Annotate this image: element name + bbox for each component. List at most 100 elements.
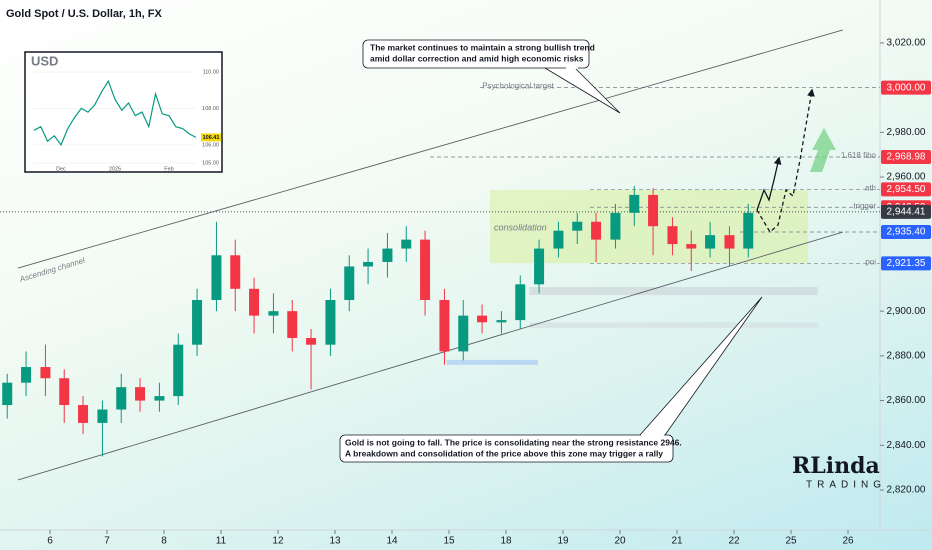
candle-body bbox=[192, 299, 203, 345]
x-tick-label: 22 bbox=[728, 536, 740, 547]
candle-body bbox=[534, 248, 545, 285]
channel-label: Ascending channel bbox=[18, 256, 87, 284]
candle-body bbox=[401, 239, 412, 249]
price-tag bbox=[881, 225, 931, 240]
zone bbox=[446, 359, 538, 365]
x-tick-label: 14 bbox=[386, 536, 398, 547]
candle-body bbox=[40, 367, 51, 379]
price-tag-label: 2,954.50 bbox=[887, 184, 926, 195]
callout-pointer bbox=[544, 67, 621, 114]
candle-body bbox=[648, 194, 659, 227]
x-tick-label: 26 bbox=[842, 536, 854, 547]
inset-y-tick-label: 110.00 bbox=[203, 69, 219, 75]
chart-title: Gold Spot / U.S. Dollar, 1h, FX bbox=[6, 8, 163, 20]
x-tick-label: 13 bbox=[329, 536, 341, 547]
price-tag bbox=[881, 80, 931, 95]
candle-body bbox=[211, 255, 222, 300]
price-tag-label: 3,000.00 bbox=[887, 82, 926, 93]
candle-body bbox=[154, 396, 165, 401]
candle-body bbox=[496, 320, 507, 323]
callout-join bbox=[566, 67, 578, 69]
callout-pointer bbox=[639, 296, 763, 436]
price-tag-label: 2,935.40 bbox=[887, 227, 926, 238]
logo-subtext: TRADING bbox=[806, 480, 886, 491]
channel-line bbox=[17, 29, 844, 269]
callout-text: The market continues to maintain a stron… bbox=[370, 42, 595, 52]
candle-body bbox=[553, 230, 564, 249]
candle-body bbox=[59, 378, 70, 406]
inset-x-tick-label: Dec bbox=[56, 166, 66, 172]
candle-body bbox=[287, 311, 298, 338]
x-tick-label: 15 bbox=[443, 536, 455, 547]
candle-body bbox=[610, 212, 621, 240]
callout-box bbox=[339, 434, 674, 463]
candle-body bbox=[572, 221, 583, 231]
candle-body bbox=[705, 235, 716, 249]
candle-body bbox=[249, 288, 260, 316]
level-note: 1.618 fibo bbox=[841, 151, 877, 160]
y-tick-label: 2,820.00 bbox=[887, 485, 926, 496]
price-tag bbox=[881, 204, 931, 219]
inset-last-tag bbox=[201, 133, 221, 142]
callout-text: Gold is not going to fall. The price is … bbox=[345, 437, 682, 447]
x-tick-label: 11 bbox=[216, 536, 227, 547]
x-tick-label: 8 bbox=[161, 536, 167, 547]
candle-body bbox=[591, 221, 602, 240]
candle-body bbox=[382, 248, 393, 262]
candle-body bbox=[135, 387, 146, 401]
logo-text: RLinda bbox=[792, 453, 880, 479]
x-tick-label: 21 bbox=[671, 536, 683, 547]
candle-body bbox=[515, 284, 526, 321]
inset-x-tick-label: 2025 bbox=[109, 166, 121, 172]
inset-title: USD bbox=[31, 53, 58, 68]
inset-y-tick-label: 105.00 bbox=[202, 161, 219, 167]
price-tag bbox=[881, 149, 931, 164]
callout-text: A breakdown and consolidation of the pri… bbox=[345, 448, 663, 458]
x-tick-label: 20 bbox=[614, 536, 626, 547]
callout-join bbox=[641, 434, 664, 436]
zone bbox=[529, 322, 818, 328]
y-tick-label: 2,860.00 bbox=[887, 395, 926, 406]
x-tick-label: 12 bbox=[272, 536, 284, 547]
candle-body bbox=[629, 194, 640, 213]
price-tag-label: 2,944.41 bbox=[887, 207, 926, 218]
candle-body bbox=[306, 337, 317, 345]
inset-x-tick-label: Feb bbox=[164, 166, 173, 172]
x-tick-label: 19 bbox=[557, 536, 569, 547]
candle-body bbox=[230, 255, 241, 289]
candle-body bbox=[116, 387, 127, 410]
candle-body bbox=[667, 226, 678, 245]
candle-body bbox=[363, 261, 374, 267]
y-tick-label: 2,900.00 bbox=[887, 306, 926, 317]
candle-body bbox=[173, 344, 184, 397]
candle-body bbox=[743, 212, 754, 249]
candle-body bbox=[420, 239, 431, 300]
callout-text: amid dollar correction and amid high eco… bbox=[370, 53, 584, 63]
projection-path-dashed bbox=[756, 88, 815, 234]
candle-body bbox=[325, 299, 336, 345]
candle-body bbox=[724, 235, 735, 249]
channel-line bbox=[17, 231, 844, 481]
level-note: ath bbox=[865, 183, 876, 192]
y-tick-label: 2,840.00 bbox=[887, 440, 926, 451]
y-tick-label: 3,020.00 bbox=[887, 38, 926, 49]
level-note: Psychological target bbox=[482, 82, 554, 91]
price-tag-label: 2,921.35 bbox=[887, 258, 926, 269]
y-tick-label: 2,980.00 bbox=[887, 127, 926, 138]
y-tick-label: 2,880.00 bbox=[887, 351, 926, 362]
inset-y-tick-label: 106.00 bbox=[202, 142, 219, 148]
x-tick-label: 18 bbox=[500, 536, 512, 547]
callout-box bbox=[362, 39, 590, 69]
zone bbox=[529, 287, 818, 296]
price-tag bbox=[881, 256, 931, 271]
zone-label: consolidation bbox=[494, 222, 547, 232]
y-tick-label: 2,960.00 bbox=[887, 172, 926, 183]
candle-body bbox=[21, 367, 32, 383]
price-tag bbox=[881, 182, 931, 197]
projection-path bbox=[756, 156, 782, 211]
candle-body bbox=[78, 405, 89, 423]
inset-last-label: 106.41 bbox=[203, 135, 220, 141]
candle-body bbox=[686, 244, 697, 249]
